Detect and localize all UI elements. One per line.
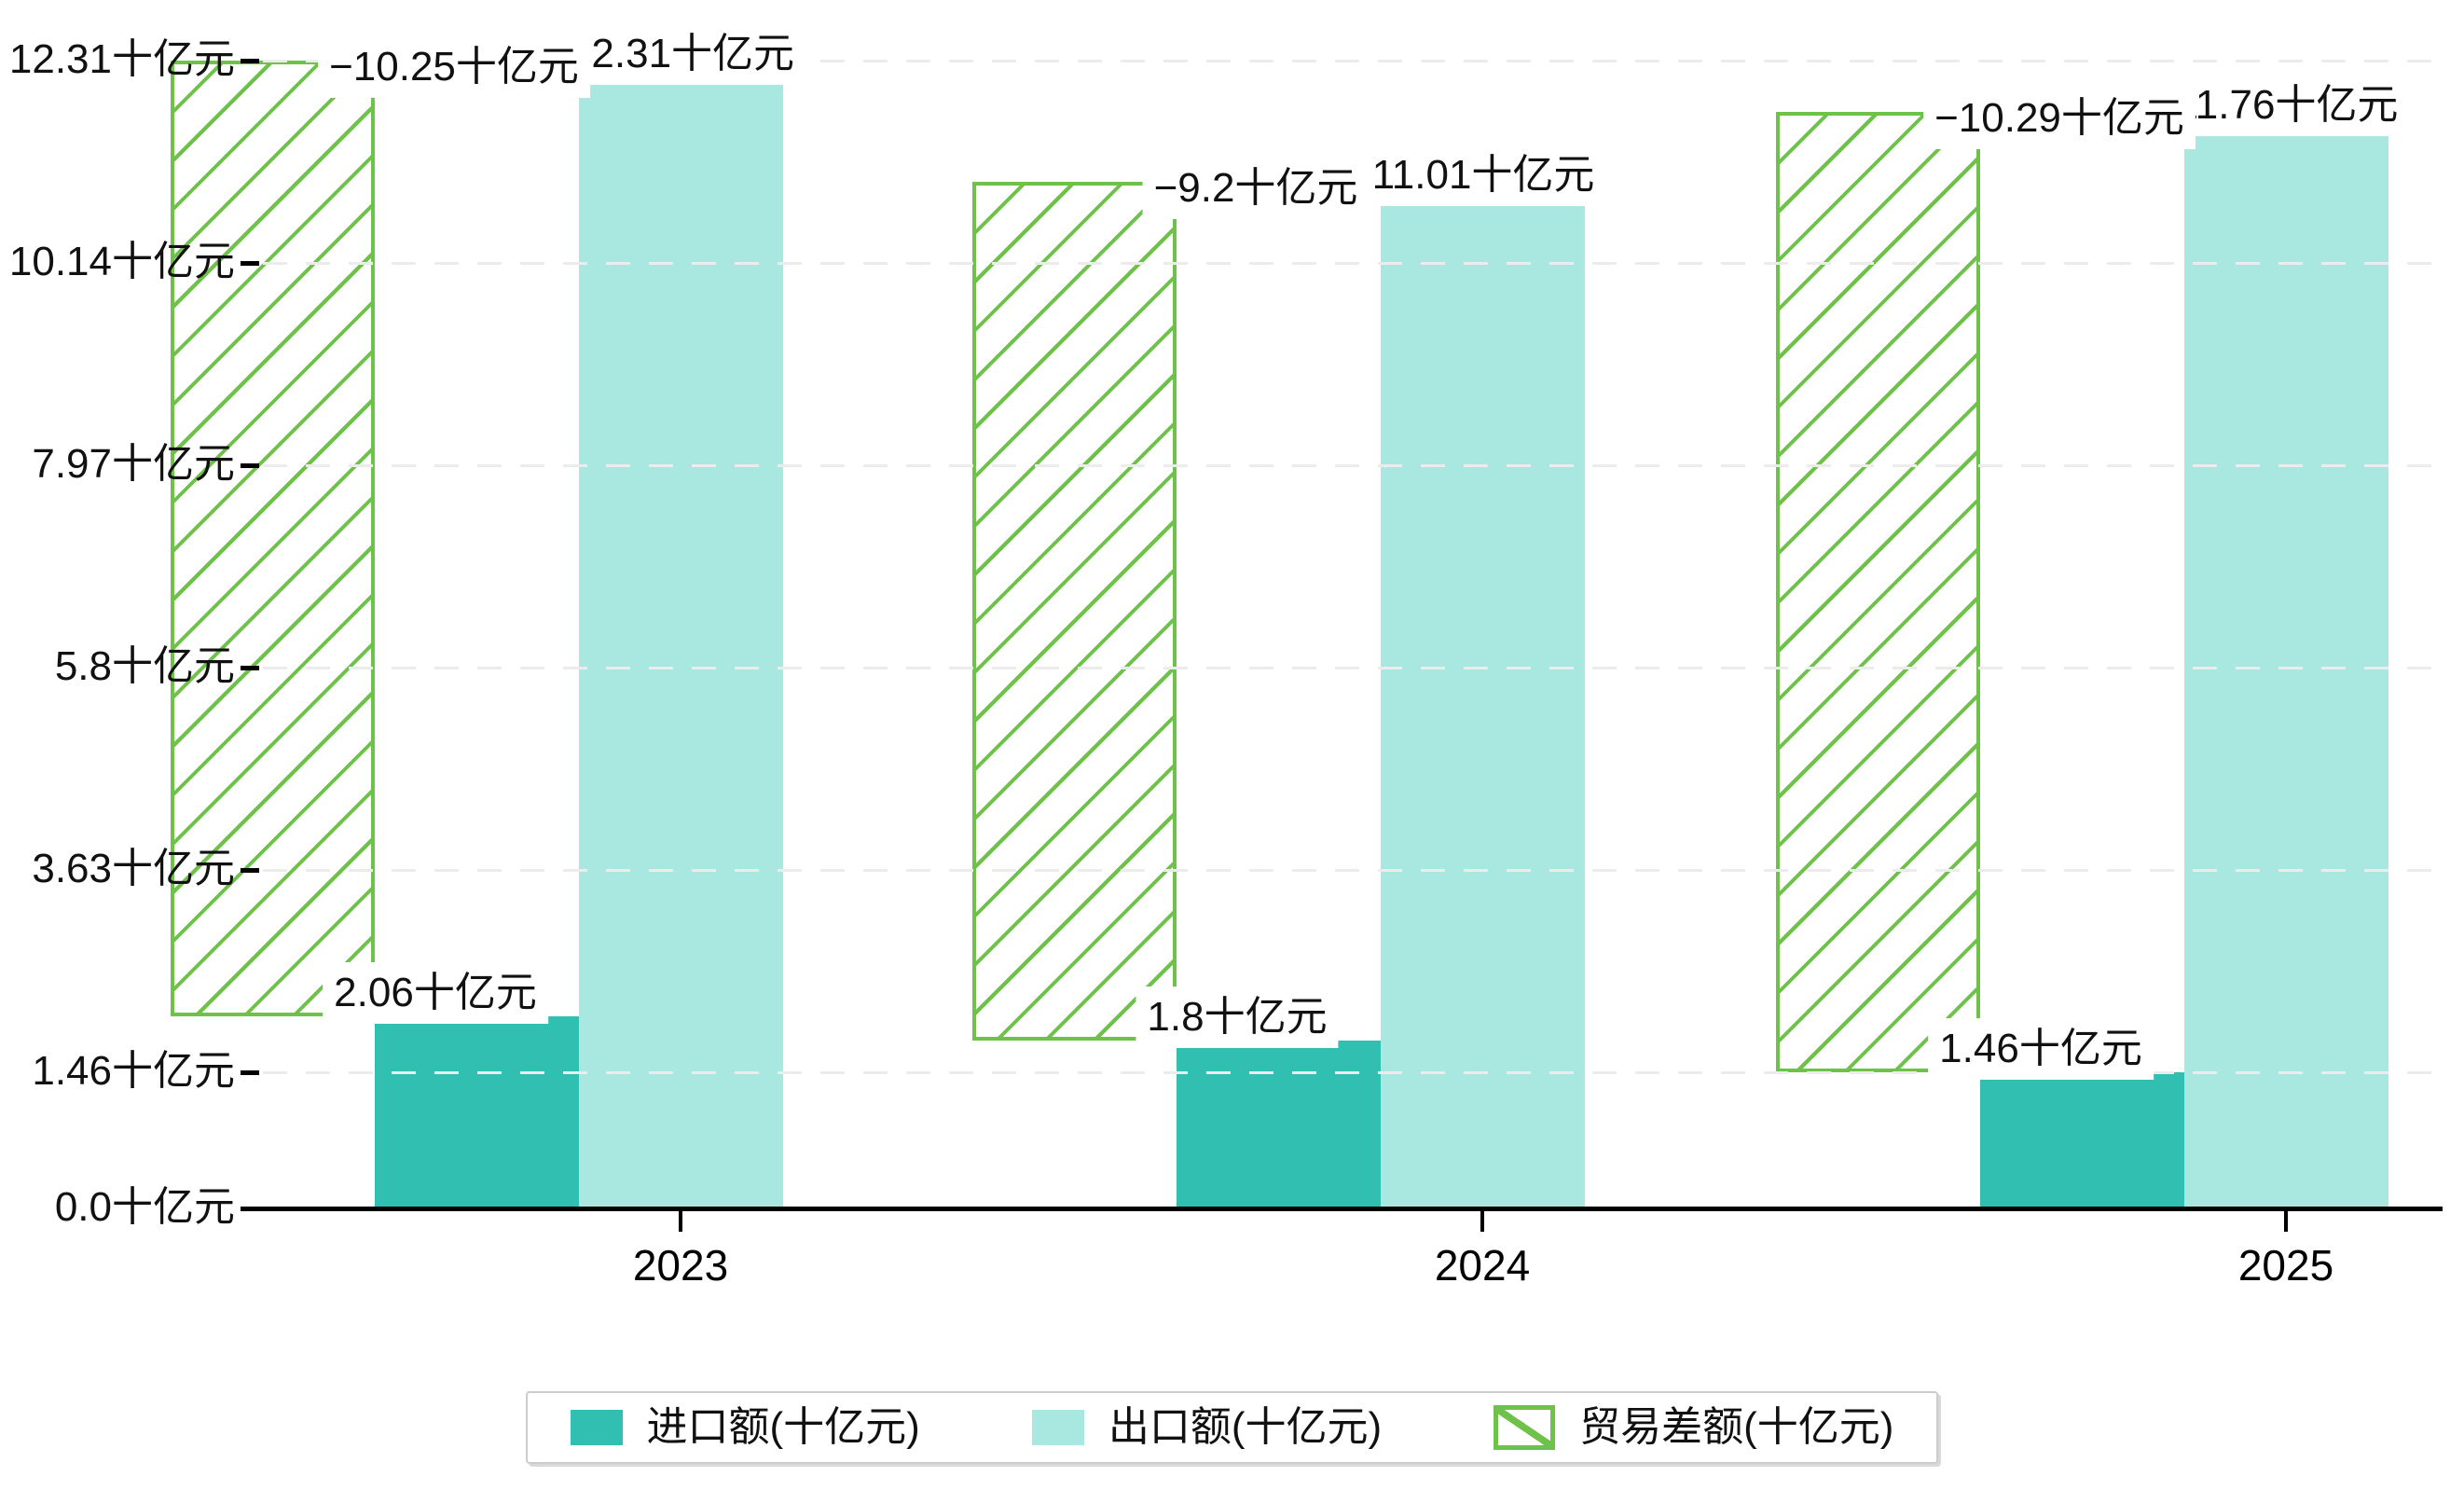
data-label-export-2025: 11.76十亿元 <box>2164 75 2410 136</box>
y-gridline <box>263 60 2431 62</box>
y-axis-tick-label: 12.31十亿元 <box>8 36 235 82</box>
y-axis-tick-label: 0.0十亿元 <box>54 1184 235 1230</box>
legend-item-0: 进口额(十亿元) <box>570 1404 920 1451</box>
bar-export-2024 <box>1381 182 1585 1208</box>
y-axis-tick-mark <box>241 868 259 873</box>
x-axis-category-label: 2024 <box>1434 1241 1531 1290</box>
bar-import-2023 <box>375 1016 579 1208</box>
y-gridline <box>263 1071 2431 1074</box>
y-gridline <box>263 869 2431 872</box>
bar-import-2024 <box>1177 1041 1381 1208</box>
bar-trade-balance-2023 <box>171 61 375 1016</box>
x-axis-tick-mark <box>679 1211 682 1232</box>
data-label-import-2024: 1.8十亿元 <box>1136 986 1339 1048</box>
bar-trade-balance-2024 <box>972 182 1177 1041</box>
y-axis-tick-mark <box>241 59 259 63</box>
legend-item-2: 贸易差额(十亿元) <box>1494 1404 1893 1451</box>
trade-balance-hatch-swatch <box>1494 1405 1556 1450</box>
data-label-trade-balance-2024: −9.2十亿元 <box>1142 158 1370 219</box>
data-label-import-2023: 2.06十亿元 <box>323 962 548 1024</box>
y-axis-tick-mark <box>241 463 259 468</box>
export-swatch <box>1031 1410 1084 1445</box>
y-axis-tick-mark <box>241 1207 259 1211</box>
legend-item-1: 出口额(十亿元) <box>1031 1404 1383 1451</box>
bar-export-2025 <box>2184 112 2388 1208</box>
y-axis-tick-mark <box>241 666 259 670</box>
data-label-trade-balance-2023: −10.25十亿元 <box>318 36 590 98</box>
legend: 进口额(十亿元) 出口额(十亿元) 贸易差额(十亿元) <box>525 1391 1939 1464</box>
legend-label: 贸易差额(十亿元) <box>1579 1404 1894 1450</box>
legend-label: 进口额(十亿元) <box>646 1404 920 1450</box>
legend-label: 出口额(十亿元) <box>1108 1404 1383 1450</box>
bar-export-2023 <box>579 61 783 1208</box>
y-axis-tick-label: 10.14十亿元 <box>8 239 235 284</box>
data-label-import-2025: 1.46十亿元 <box>1928 1018 2154 1080</box>
y-axis-tick-label: 1.46十亿元 <box>32 1048 235 1094</box>
y-axis-tick-label: 5.8十亿元 <box>54 643 235 689</box>
x-axis-category-label: 2025 <box>2237 1241 2334 1290</box>
x-axis-tick-mark <box>2284 1211 2288 1232</box>
y-axis-tick-label: 3.63十亿元 <box>32 846 235 891</box>
bar-import-2025 <box>1980 1072 2184 1208</box>
y-gridline <box>263 464 2431 467</box>
y-gridline <box>263 262 2431 265</box>
x-axis-line <box>254 1207 2443 1211</box>
data-label-trade-balance-2025: −10.29十亿元 <box>1923 88 2196 149</box>
y-gridline <box>263 667 2431 669</box>
bar-trade-balance-2025 <box>1776 112 1980 1072</box>
y-axis-tick-mark <box>241 1070 259 1075</box>
y-axis-tick-label: 7.97十亿元 <box>32 441 235 487</box>
data-label-export-2024: 11.01十亿元 <box>1360 145 1606 206</box>
import-swatch <box>570 1410 623 1445</box>
x-axis-category-label: 2023 <box>632 1241 729 1290</box>
x-axis-tick-mark <box>1480 1211 1484 1232</box>
y-axis-tick-mark <box>241 261 259 266</box>
data-label-export-2023: 12.31十亿元 <box>557 23 806 85</box>
